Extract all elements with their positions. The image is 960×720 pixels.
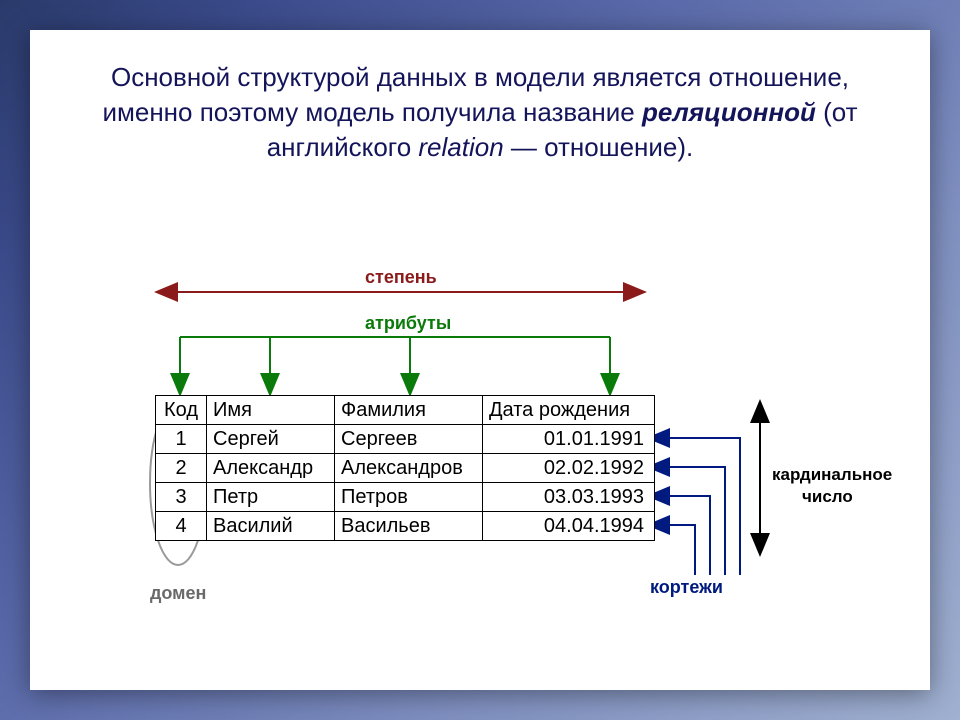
table-row: 3 Петр Петров 03.03.1993 — [156, 483, 655, 512]
cell: 03.03.1993 — [483, 483, 655, 512]
cell: Петр — [207, 483, 335, 512]
cell: Петров — [335, 483, 483, 512]
cell: Сергей — [207, 425, 335, 454]
cell: 02.02.1992 — [483, 454, 655, 483]
table-header-row: Код Имя Фамилия Дата рождения — [156, 396, 655, 425]
heading-emphasis: реляционной — [642, 97, 816, 127]
col-header-dob: Дата рождения — [483, 396, 655, 425]
tuple-arrow-3 — [650, 496, 710, 575]
col-header-surname: Фамилия — [335, 396, 483, 425]
label-domain: домен — [150, 583, 206, 604]
label-degree: степень — [365, 267, 437, 288]
cell: 3 — [156, 483, 207, 512]
relation-diagram: Код Имя Фамилия Дата рождения 1 Сергей С… — [90, 275, 870, 655]
heading-english-term: relation — [418, 132, 503, 162]
label-tuples: кортежи — [650, 577, 723, 598]
label-attrs: атрибуты — [365, 313, 451, 334]
tuple-arrow-2 — [650, 467, 725, 575]
cell: 4 — [156, 512, 207, 541]
table-row: 1 Сергей Сергеев 01.01.1991 — [156, 425, 655, 454]
cell: Сергеев — [335, 425, 483, 454]
label-cardinal2: число — [802, 487, 853, 507]
table-row: 2 Александр Александров 02.02.1992 — [156, 454, 655, 483]
cell: 1 — [156, 425, 207, 454]
relation-table: Код Имя Фамилия Дата рождения 1 Сергей С… — [155, 395, 655, 541]
col-header-code: Код — [156, 396, 207, 425]
col-header-name: Имя — [207, 396, 335, 425]
label-cardinal1: кардинальное — [772, 465, 892, 485]
cell: 01.01.1991 — [483, 425, 655, 454]
heading-part3: — отношение). — [504, 132, 694, 162]
cell: Александр — [207, 454, 335, 483]
heading-text: Основной структурой данных в модели явля… — [70, 60, 890, 165]
cell: 04.04.1994 — [483, 512, 655, 541]
cell: Василий — [207, 512, 335, 541]
cell: 2 — [156, 454, 207, 483]
cell: Васильев — [335, 512, 483, 541]
slide: Основной структурой данных в модели явля… — [30, 30, 930, 690]
cell: Александров — [335, 454, 483, 483]
tuple-arrow-4 — [650, 525, 695, 575]
table-row: 4 Василий Васильев 04.04.1994 — [156, 512, 655, 541]
